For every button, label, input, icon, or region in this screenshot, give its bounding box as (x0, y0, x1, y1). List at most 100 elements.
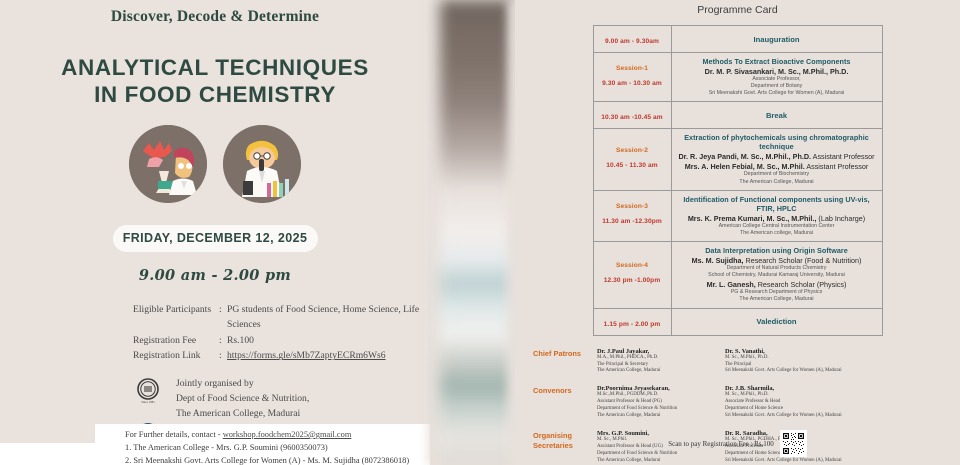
table-row: Session-1 9.30 am - 10.30 am Methods To … (592, 51, 883, 103)
contact-line-2: 1. The American College - Mrs. G.P. Soum… (125, 442, 328, 452)
page-bottom-strip (0, 443, 95, 465)
speaker-name: Mr. L. Ganesh, Research Scholar (Physics… (674, 280, 880, 289)
member-detail: The American College, Madurai (597, 368, 661, 374)
speaker-role: (Lab Incharge) (816, 213, 866, 223)
member-detail: Sri Meenakshi Govt. Arts College for Wom… (725, 368, 842, 374)
speaker-role: Assistant Professor (811, 152, 875, 162)
organisers-heading: Jointly organised by (176, 378, 254, 389)
title-line-2: IN FOOD CHEMISTRY (94, 82, 336, 108)
speaker-name-text: Dr. M. P. Sivasankari, M. Sc., M.Phil., … (704, 67, 849, 76)
member-detail: Sri Meenakshi Govt. Arts College for Wom… (725, 413, 842, 419)
svg-text:Since 1881: Since 1881 (141, 400, 155, 404)
committee-member: Dr. R. Saradha, M. Sc., M.Phil., PGDHA.,… (725, 430, 853, 465)
table-row: 9.00 am - 9.30am Inauguration (592, 25, 883, 53)
content-cell: Methods To Extract Bioactive Components … (670, 51, 883, 103)
member-name: Dr. J.B. Sharmila, (725, 385, 775, 393)
affiliation-line: Department of Biochemistry (743, 171, 810, 178)
member-detail: The Principal & Secretary (597, 361, 649, 367)
speaker-name-text: Mrs. A. Helen Febial, M. Sc., M.Phil. (684, 162, 805, 172)
female-chemist-illustration (129, 124, 207, 203)
male-chemist-illustration (223, 124, 301, 203)
info-row-registration-link: Registration Link : https://forms.gle/sM… (133, 348, 430, 364)
speaker-role: Research Scholar (Physics) (755, 280, 847, 290)
committee-member: Mrs. G.P. Soumini, M. Sc., M.Phil. Assis… (597, 430, 725, 465)
time-cell: Session-2 10.45 - 11.30 am (592, 128, 672, 191)
event-date-badge: FRIDAY, DECEMBER 12, 2025 (112, 224, 318, 252)
speaker-name-text: Dr. R. Jeya Pandi, M. Sc., M.Phil., Ph.D… (678, 152, 812, 162)
info-row-fee: Registration Fee : Rs.100 (133, 333, 430, 349)
speaker-name: Dr. M. P. Sivasankari, M. Sc., M.Phil., … (674, 67, 880, 76)
content-cell: Identification of Functional components … (670, 189, 883, 242)
committee-member: Dr. J.Paul Jayakar, M.A., M.Phil., PHDCA… (597, 348, 725, 376)
time-label: 9.00 am - 9.30am (604, 38, 660, 45)
page-title: ANALYTICAL TECHNIQUES IN FOOD CHEMISTRY (0, 54, 430, 109)
info-key: Registration Fee (133, 334, 197, 346)
committee-member: Dr. J.B. Sharmila, M. Sc., M.Phil., Ph.D… (725, 385, 853, 420)
affiliation-line: School of Chemistry, Madurai Kamaraj Uni… (708, 272, 845, 279)
committee-row-organising-secretaries: Organising Secretaries Mrs. G.P. Soumini… (533, 430, 946, 465)
programme-card-title: Programme Card (697, 4, 778, 16)
table-row: Session-4 12.30 pm -1.00pm Data Interpre… (592, 240, 883, 309)
session-title: Break (765, 110, 788, 120)
content-cell: Extraction of phytochemicals using chrom… (670, 128, 883, 191)
poster-tagline: Discover, Decode & Determine (110, 8, 320, 25)
time-cell: 1.15 pm - 2.00 pm (592, 307, 672, 336)
info-key: Registration Link (133, 350, 201, 362)
time-label: 10.45 - 11.30 am (606, 162, 658, 170)
member-detail: Assistant Professor & Head (UG) (597, 444, 663, 450)
committee-row-convenors: Convenors Dr.Poornima Jeyasekaran, M.Sc.… (533, 385, 946, 420)
content-cell: Break (670, 101, 883, 130)
speaker-name-text: Ms. M. Sujidha, (691, 255, 744, 265)
contact-email[interactable]: workshop.foodchem2025@gmail.com (222, 430, 352, 439)
info-value: PG students of Food Science, Home Scienc… (227, 303, 420, 331)
info-separator: : (219, 350, 222, 362)
time-label: 10.30 am -10.45 am (601, 114, 663, 122)
info-value: Rs.100 (227, 334, 254, 346)
session-label: Session-2 (615, 147, 649, 155)
time-label: 12.30 pm -1.00pm (603, 277, 661, 285)
session-label: Session-1 (615, 64, 649, 72)
contact-prefix: For Further details, contact - (125, 430, 223, 439)
affiliation-line: The American College, Madurai (739, 296, 814, 303)
session-title: Extraction of phytochemicals using chrom… (684, 133, 869, 152)
member-detail: M. Sc., M.Phil., Ph.D. (725, 392, 769, 398)
event-info-list: Eligible Participants : PG students of F… (133, 302, 430, 364)
page-gutter-blur (440, 0, 515, 465)
committee-label: Chief Patrons (533, 348, 582, 358)
member-detail: The American College, Madurai (597, 413, 661, 419)
member-detail: M. Sc., M.Phil., Ph.D. (725, 354, 769, 360)
qr-code-icon[interactable] (779, 430, 807, 457)
member-name: Dr.Poornima Jeyasekaran, (597, 385, 670, 393)
member-detail: Sri Meenakshi Govt. Arts College for Wom… (725, 458, 842, 464)
registration-link[interactable]: https://forms.gle/sMb7ZaptyECRm6Ws6 (227, 350, 386, 362)
member-detail: The Principal (725, 361, 752, 367)
content-cell: Inauguration (670, 25, 883, 53)
committee-label: Organising Secretaries (533, 431, 573, 450)
speaker-name: Dr. R. Jeya Pandi, M. Sc., M.Phil., Ph.D… (674, 152, 880, 161)
contact-line-1: For Further details, contact - workshop.… (125, 429, 430, 442)
time-cell: 10.30 am -10.45 am (592, 101, 672, 130)
member-detail: Department of Home Science (725, 406, 783, 412)
session-title: Identification of Functional components … (683, 194, 870, 213)
illustration-row (0, 124, 430, 203)
member-detail: M.Sc.,M.Phil., PGDDM.,Ph.D. (597, 392, 659, 398)
speaker-name: Mrs. K. Prema Kumari, M. Sc., M.Phil., (… (674, 214, 880, 223)
member-detail: The American College, Madurai (597, 458, 661, 464)
event-time: 9.00 am - 2.00 pm (138, 266, 292, 284)
affiliation-line: Associate Professor, (752, 76, 801, 82)
affiliation-line: American College Central Instrumentation… (718, 222, 835, 229)
session-title: Valediction (756, 317, 797, 327)
member-detail: M. Sc., M.Phil., PGDHA., Ph.D. (725, 437, 790, 443)
member-detail: Department of Home Science (725, 451, 783, 457)
qr-payment-row: Scan to pay Registration Fee : Rs.100 (515, 430, 960, 457)
info-separator: : (219, 334, 222, 346)
title-line-1: ANALYTICAL TECHNIQUES (61, 55, 369, 80)
table-row: 1.15 pm - 2.00 pm Valediction (592, 307, 883, 336)
member-detail: Associate Professor (725, 444, 764, 450)
time-cell: Session-4 12.30 pm -1.00pm (592, 240, 672, 309)
content-cell: Data Interpretation using Origin Softwar… (670, 240, 883, 309)
session-title: Methods To Extract Bioactive Components (702, 57, 851, 66)
affiliation-line: The American College, Madurai (739, 178, 814, 185)
programme-card-page: Programme Card 9.00 am - 9.30am Inaugura… (515, 0, 960, 465)
table-row: 10.30 am -10.45 am Break (592, 101, 883, 130)
